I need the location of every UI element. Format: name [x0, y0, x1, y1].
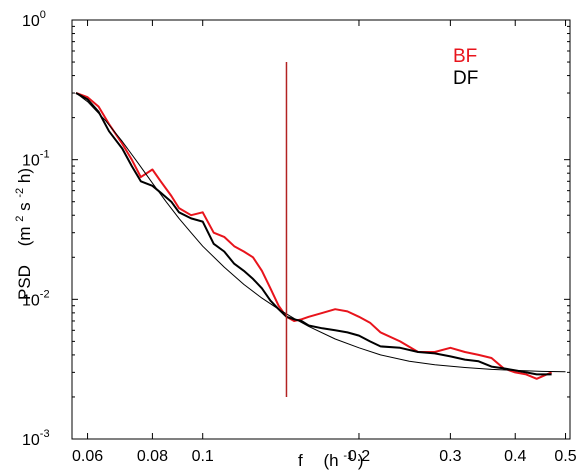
series-line-df	[75, 92, 552, 376]
x-tick-label: 0.08	[137, 448, 168, 465]
x-axis-title-unit-close: )	[358, 451, 364, 470]
x-axis-title: f (h -1 )	[298, 444, 364, 470]
x-tick-label: 0.06	[72, 448, 103, 465]
series-line-bf	[75, 92, 552, 380]
y-tick-label: 100	[22, 9, 46, 30]
y-axis-title-unit-open: (m	[15, 226, 34, 246]
x-axis-title-unit-exp: -1	[343, 450, 353, 462]
y-tick-label: 10-2	[22, 288, 50, 309]
fit-curve-line	[75, 92, 566, 373]
x-axis-title-unit: (h	[323, 451, 338, 470]
y-tick-label: 10-1	[22, 149, 50, 170]
y-axis-title-main: PSD	[15, 265, 34, 300]
y-tick-label: 10-3	[22, 428, 50, 449]
y-axis-title-unit-close: h)	[15, 168, 34, 183]
legend-item-df: DF	[453, 68, 478, 89]
series-layer	[75, 92, 566, 380]
x-tick-label: 0.4	[504, 448, 526, 465]
y-axis-title-mid: s	[15, 202, 34, 211]
legend-item-bf: BF	[453, 46, 477, 67]
x-tick-label: 0.1	[192, 448, 214, 465]
y-axis-title-sup2: -2	[14, 188, 26, 198]
y-axis-title: PSD (m 2 s -2 h)	[8, 168, 34, 300]
x-axis-title-main: f	[298, 451, 303, 470]
ticks-layer: 0.06 0.08 0.1 0.2 0.3 0.4 0.5 10-3 10-2 10-1 100	[22, 9, 577, 465]
y-axis-title-sup1: 2	[14, 216, 26, 222]
legend: BF DF	[453, 46, 478, 89]
x-tick-label: 0.3	[439, 448, 461, 465]
plot-frame	[71, 19, 571, 440]
x-tick-label: 0.5	[554, 448, 576, 465]
x-tick-label: 0.2	[348, 448, 370, 465]
